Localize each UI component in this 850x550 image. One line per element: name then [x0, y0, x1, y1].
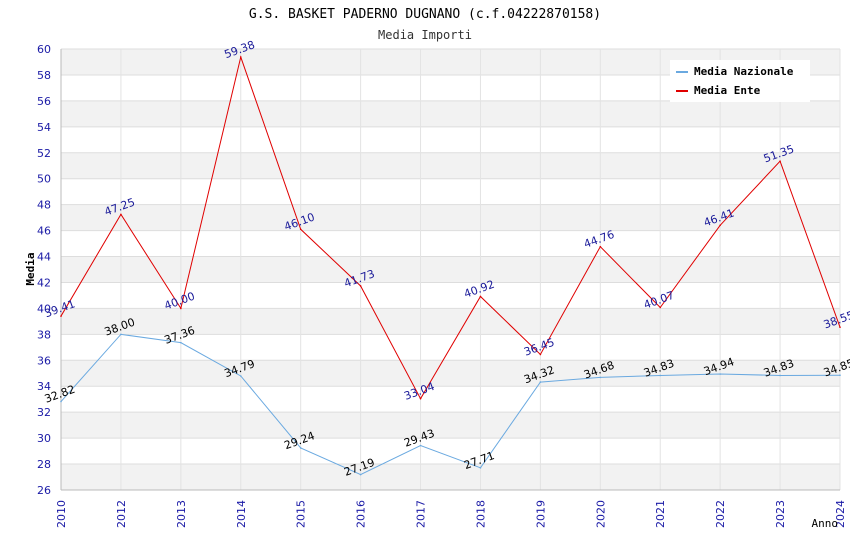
- y-tick-label: 42: [37, 276, 51, 289]
- data-label: 44.76: [582, 228, 616, 251]
- y-tick-label: 60: [37, 43, 51, 56]
- x-tick-label: 2019: [534, 500, 547, 528]
- y-tick-label: 38: [37, 328, 51, 341]
- data-point: [60, 400, 62, 403]
- y-tick-label: 48: [37, 199, 51, 212]
- legend-box: [670, 60, 810, 102]
- data-point: [299, 228, 302, 231]
- y-tick-label: 26: [37, 484, 51, 497]
- data-point: [479, 295, 482, 298]
- data-point: [359, 473, 362, 476]
- x-tick-labels: 2010 2012 2013 2014 2015 2016 2017 2018 2019 2020…: [55, 500, 847, 528]
- legend: Media Nazionale Media Ente: [670, 60, 810, 102]
- data-label: 36.45: [522, 336, 556, 359]
- x-tick-label: 2012: [115, 500, 128, 528]
- y-axis-label: Media: [24, 252, 37, 285]
- data-point: [120, 333, 122, 336]
- data-point: [599, 245, 602, 248]
- y-tick-label: 50: [37, 173, 51, 186]
- data-point: [719, 373, 721, 375]
- plot-bands: [61, 49, 840, 490]
- legend-label-media-ente: Media Ente: [694, 84, 761, 97]
- x-tick-label: 2021: [654, 500, 667, 528]
- data-point: [779, 160, 781, 162]
- data-point: [539, 353, 542, 356]
- plot-band: [61, 464, 840, 490]
- data-point: [120, 213, 122, 216]
- x-tick-label: 2018: [474, 500, 487, 528]
- x-tick-label: 2010: [55, 500, 68, 528]
- data-point: [719, 224, 721, 227]
- y-tick-label: 34: [37, 380, 51, 393]
- data-point: [659, 374, 662, 377]
- y-tick-label: 40: [37, 302, 51, 315]
- chart-subtitle: Media Importi: [378, 28, 472, 42]
- x-tick-label: 2015: [295, 500, 308, 528]
- data-point: [659, 306, 662, 309]
- x-tick-label: 2016: [355, 500, 368, 528]
- data-point: [180, 341, 182, 344]
- y-tick-label: 44: [37, 251, 51, 264]
- y-tick-label: 52: [37, 147, 51, 160]
- x-tick-label: 2017: [415, 500, 428, 528]
- data-point: [479, 467, 482, 469]
- y-tick-label: 56: [37, 95, 51, 108]
- y-tick-label: 30: [37, 432, 51, 445]
- data-point: [180, 307, 182, 310]
- y-tick-label: 58: [37, 69, 51, 82]
- axes: [60, 49, 840, 491]
- y-tick-label: 28: [37, 458, 51, 471]
- x-tick-label: 2024: [834, 500, 847, 528]
- data-point: [299, 447, 302, 449]
- plot-band: [61, 308, 840, 335]
- plot-band: [61, 360, 840, 387]
- plot-band: [61, 256, 840, 283]
- series-lines: [60, 55, 841, 476]
- y-tick-labels: 26 28 30 32 34 36 38 40 42 44 46 48 50 52 54 56 58 60: [37, 43, 51, 497]
- plot-band: [61, 204, 840, 231]
- x-tick-label: 2013: [175, 500, 188, 528]
- series-line-media-nazionale: [60, 333, 841, 476]
- x-tick-label: 2022: [714, 500, 727, 528]
- legend-label-media-nazionale: Media Nazionale: [694, 65, 794, 78]
- data-point: [239, 375, 242, 377]
- data-point: [839, 326, 841, 329]
- plot-band: [61, 100, 840, 127]
- series-line-media-ente: [60, 55, 841, 400]
- data-point: [239, 56, 242, 58]
- data-point: [839, 374, 841, 377]
- y-tick-label: 32: [37, 406, 51, 419]
- x-axis-label: Anno: [812, 517, 839, 530]
- y-tick-label: 46: [37, 225, 51, 238]
- y-tick-label: 54: [37, 121, 51, 134]
- x-tick-label: 2023: [774, 500, 787, 528]
- y-tick-label: 36: [37, 354, 51, 367]
- x-tick-label: 2020: [594, 500, 607, 528]
- x-tick-label: 2014: [235, 500, 248, 528]
- data-point: [539, 381, 542, 383]
- data-point: [359, 285, 362, 287]
- plot-band: [61, 412, 840, 439]
- plot-band: [61, 152, 840, 179]
- data-point: [60, 315, 62, 317]
- data-point: [419, 397, 422, 400]
- data-point: [599, 376, 602, 379]
- data-point: [779, 374, 781, 377]
- data-point: [419, 444, 422, 447]
- chart-title: G.S. BASKET PADERNO DUGNANO (c.f.0422287…: [249, 7, 601, 22]
